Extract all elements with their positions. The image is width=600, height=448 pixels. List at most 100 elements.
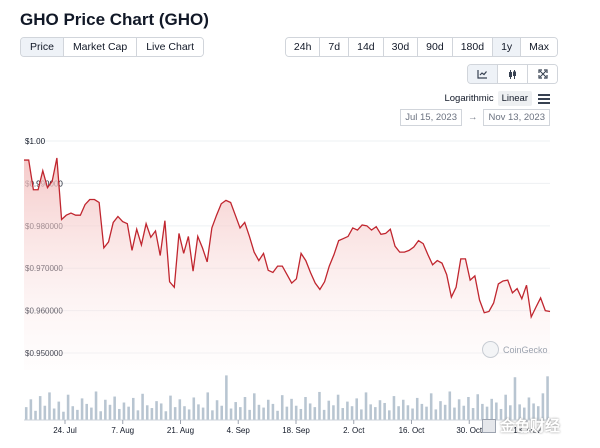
candlestick-chart-icon bbox=[509, 69, 516, 79]
volume-bar bbox=[262, 407, 265, 420]
volume-bar bbox=[415, 397, 419, 420]
corner-watermark-logo-icon bbox=[482, 418, 496, 433]
volume-bar bbox=[131, 397, 135, 420]
volume-bar bbox=[150, 408, 154, 420]
volume-bar bbox=[318, 391, 321, 420]
volume-bar bbox=[211, 410, 214, 420]
volume-bar bbox=[518, 404, 521, 420]
volume-bar bbox=[374, 407, 377, 420]
volume-bar bbox=[378, 400, 382, 420]
volume-bar bbox=[346, 401, 349, 420]
volume-bar bbox=[178, 399, 182, 420]
volume-bar bbox=[332, 405, 335, 420]
x-tick-label: 30. Oct bbox=[456, 426, 483, 435]
volume-bar bbox=[66, 394, 70, 420]
volume-bar bbox=[266, 399, 270, 420]
volume-bar bbox=[248, 409, 251, 420]
x-tick-label: 16. Oct bbox=[399, 426, 426, 435]
scale-toggle: Logarithmic Linear bbox=[440, 91, 532, 106]
volume-bar bbox=[80, 398, 84, 420]
range-90d-button[interactable]: 90d bbox=[418, 38, 453, 56]
volume-bar bbox=[122, 402, 126, 420]
volume-bar bbox=[76, 409, 79, 420]
date-from-input[interactable]: Jul 15, 2023 bbox=[400, 109, 462, 126]
expand-chart-button[interactable] bbox=[528, 65, 557, 83]
volume-bar bbox=[513, 377, 517, 420]
date-range-arrow: → bbox=[467, 112, 478, 123]
volume-bar bbox=[206, 392, 210, 420]
tab-price[interactable]: Price bbox=[21, 38, 64, 56]
scale-logarithmic-option[interactable]: Logarithmic bbox=[444, 93, 494, 104]
line-chart-button[interactable] bbox=[468, 65, 498, 83]
volume-bar bbox=[527, 397, 531, 420]
volume-bar bbox=[481, 403, 484, 420]
corner-watermark-label: 金色财经 bbox=[500, 418, 561, 435]
scale-linear-option[interactable]: Linear bbox=[497, 91, 532, 106]
volume-bar bbox=[52, 408, 56, 420]
date-to-input[interactable]: Nov 13, 2023 bbox=[483, 109, 550, 126]
volume-bar bbox=[113, 396, 116, 420]
volume-bar bbox=[397, 406, 400, 420]
range-30d-button[interactable]: 30d bbox=[383, 38, 419, 56]
volume-bar bbox=[90, 407, 93, 420]
volume-bar bbox=[215, 400, 219, 420]
hamburger-menu-icon[interactable] bbox=[538, 92, 550, 106]
x-tick-label: 4. Sep bbox=[227, 426, 251, 435]
volume-bar bbox=[536, 406, 540, 420]
range-1y-button[interactable]: 1y bbox=[493, 38, 522, 56]
volume-bar bbox=[383, 402, 386, 420]
volume-bar bbox=[322, 409, 326, 420]
volume-bar bbox=[243, 397, 247, 420]
tab-live-chart[interactable]: Live Chart bbox=[137, 38, 204, 56]
volume-bar bbox=[504, 394, 507, 420]
chart-type-toggle bbox=[467, 64, 558, 84]
volume-bar bbox=[420, 403, 424, 420]
volume-bar bbox=[38, 396, 42, 420]
volume-bar bbox=[388, 410, 391, 420]
range-max-button[interactable]: Max bbox=[521, 38, 557, 56]
volume-bar bbox=[476, 394, 480, 420]
volume-bar bbox=[136, 410, 140, 420]
volume-bar bbox=[341, 408, 345, 420]
volume-bar bbox=[485, 406, 489, 420]
volume-bar bbox=[401, 399, 405, 420]
range-24h-button[interactable]: 24h bbox=[285, 38, 321, 56]
volume-bar bbox=[471, 408, 475, 420]
range-7d-button[interactable]: 7d bbox=[320, 38, 350, 56]
volume-bar bbox=[490, 398, 493, 420]
volume-bar bbox=[229, 408, 233, 420]
volume-bar bbox=[225, 375, 228, 420]
tab-market-cap[interactable]: Market Cap bbox=[63, 38, 138, 56]
volume-bar bbox=[94, 391, 98, 420]
price-area bbox=[24, 157, 550, 370]
volume-bar bbox=[294, 405, 298, 420]
volume-bar bbox=[532, 403, 535, 420]
corner-watermark: 金色财经 bbox=[482, 415, 560, 436]
volume-bar bbox=[253, 393, 256, 420]
candlestick-chart-button[interactable] bbox=[498, 65, 528, 83]
volume-bar bbox=[220, 405, 223, 420]
x-tick-label: 18. Sep bbox=[282, 426, 310, 435]
range-180d-button[interactable]: 180d bbox=[452, 38, 494, 56]
volume-bar bbox=[523, 407, 526, 420]
x-tick-label: 2. Oct bbox=[343, 426, 365, 435]
range-14d-button[interactable]: 14d bbox=[349, 38, 384, 56]
volume-bar bbox=[108, 404, 112, 420]
volume-bar bbox=[499, 408, 503, 420]
time-range-tabs: 24h 7d 14d 30d 90d 180d 1y Max bbox=[284, 37, 558, 57]
volume-bar bbox=[429, 393, 433, 420]
volume-bar bbox=[71, 406, 75, 420]
volume-bar bbox=[159, 403, 163, 420]
volume-bar bbox=[448, 391, 452, 420]
volume-bar bbox=[546, 376, 549, 420]
volume-bar bbox=[118, 408, 121, 420]
volume-bar bbox=[350, 406, 354, 420]
volume-bar bbox=[197, 404, 200, 420]
volume-bar bbox=[541, 393, 545, 420]
line-chart-icon bbox=[477, 70, 487, 79]
volume-bar bbox=[43, 405, 47, 420]
volume-bar bbox=[234, 402, 237, 420]
volume-bar bbox=[141, 393, 144, 420]
volume-bar bbox=[155, 401, 158, 420]
